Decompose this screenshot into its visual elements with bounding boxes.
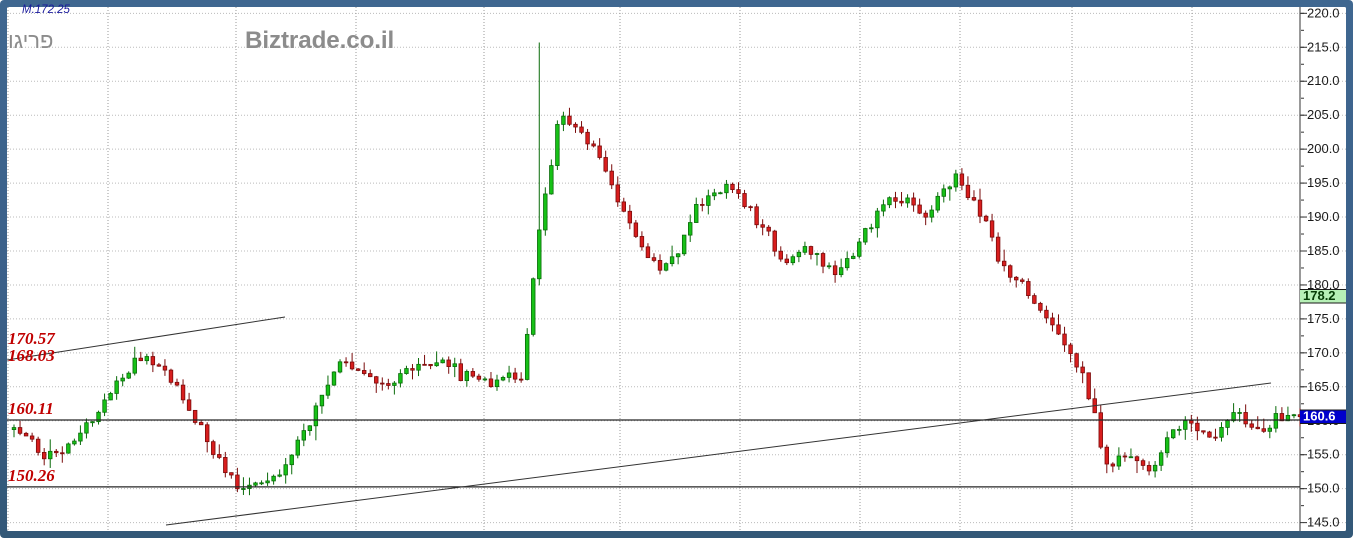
svg-text:פריגו: פריגו [8, 28, 53, 53]
svg-text:165.0: 165.0 [1307, 379, 1340, 394]
svg-text:195.0: 195.0 [1307, 175, 1340, 190]
svg-text:175.0: 175.0 [1307, 311, 1340, 326]
svg-text:178.2: 178.2 [1303, 288, 1336, 303]
svg-text:155.0: 155.0 [1307, 447, 1340, 462]
svg-text:205.0: 205.0 [1307, 107, 1340, 122]
svg-text:150.26: 150.26 [8, 466, 55, 485]
svg-text:160.6: 160.6 [1303, 409, 1336, 424]
svg-text:145.0: 145.0 [1307, 515, 1340, 530]
svg-text:170.0: 170.0 [1307, 345, 1340, 360]
svg-text:Biztrade.co.il: Biztrade.co.il [245, 27, 394, 54]
svg-text:150.0: 150.0 [1307, 481, 1340, 496]
svg-text:220.0: 220.0 [1307, 5, 1340, 20]
svg-text:210.0: 210.0 [1307, 73, 1340, 88]
svg-text:215.0: 215.0 [1307, 39, 1340, 54]
svg-text:200.0: 200.0 [1307, 141, 1340, 156]
svg-text:M:172.25: M:172.25 [22, 4, 71, 16]
svg-text:168.03: 168.03 [8, 346, 55, 365]
svg-text:160.11: 160.11 [8, 399, 54, 418]
svg-text:185.0: 185.0 [1307, 243, 1340, 258]
svg-text:190.0: 190.0 [1307, 209, 1340, 224]
